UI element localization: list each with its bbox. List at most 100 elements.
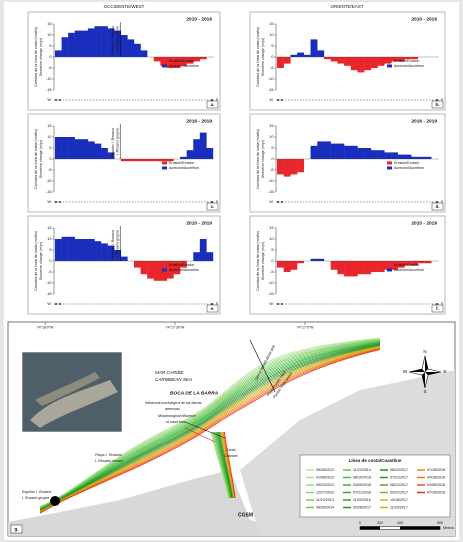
channel-line xyxy=(223,431,236,499)
bar xyxy=(134,261,141,268)
bar xyxy=(303,54,311,57)
coastline xyxy=(39,345,381,512)
x-end: E xyxy=(441,302,444,306)
bar xyxy=(120,35,128,57)
bar xyxy=(68,137,75,159)
bar xyxy=(384,152,392,159)
y-axis-label: Shoreline change (m/yr) xyxy=(261,140,265,178)
bar xyxy=(411,261,419,266)
legend-date: 01/18/2018 xyxy=(427,468,445,472)
channel-line xyxy=(217,431,232,499)
x-dot xyxy=(59,201,61,203)
bar xyxy=(193,252,201,261)
bar xyxy=(391,261,398,270)
legend-swatch xyxy=(162,263,167,267)
coord-label: 74°17'0"W xyxy=(297,325,314,329)
channel-line xyxy=(216,431,232,499)
bar xyxy=(357,148,365,159)
bar xyxy=(114,250,122,261)
x-dot xyxy=(211,303,213,305)
bar xyxy=(127,39,135,57)
y-tick-label: 5 xyxy=(271,248,273,252)
bar xyxy=(81,30,89,57)
bar xyxy=(397,261,405,268)
sand-bars-label: of sand bars xyxy=(166,420,186,424)
bar xyxy=(317,141,325,159)
coastline xyxy=(39,340,381,509)
beach-west-label: Playa I. Rosario xyxy=(95,453,122,457)
y-tick-label: -10 xyxy=(46,179,52,183)
bar xyxy=(55,239,62,261)
x-dot xyxy=(55,201,57,203)
coastline xyxy=(39,338,381,508)
y-tick-label: 0 xyxy=(271,55,273,59)
panel-box xyxy=(431,202,444,211)
y-tick-label: -15 xyxy=(268,190,274,194)
bar xyxy=(330,261,338,270)
pointer xyxy=(184,421,226,439)
coastline xyxy=(39,339,381,508)
legend-date: 07/21/2017 xyxy=(390,475,408,479)
y-tick-label: -5 xyxy=(48,168,51,172)
y-tick-label: 5 xyxy=(271,146,273,150)
legend-date: 09/22/2017 xyxy=(390,490,408,494)
channel-line xyxy=(221,431,235,499)
bar xyxy=(290,261,298,270)
legend-date: 08/10/2015 xyxy=(353,475,371,479)
legend-date: 08/30/2014 xyxy=(316,505,334,509)
y-tick-label: 10 xyxy=(269,33,273,37)
bar xyxy=(74,30,82,57)
legend-date: 03/09/2016 xyxy=(353,483,371,487)
channel-line xyxy=(220,431,234,499)
west-header: OCCIDENTE/WEST xyxy=(104,4,145,9)
bar xyxy=(206,252,214,261)
compass-letter: S xyxy=(423,389,426,394)
coastline xyxy=(39,337,381,507)
bar xyxy=(101,148,108,159)
legend-date: 11/23/2017 xyxy=(390,505,408,509)
y-tick-label: -10 xyxy=(46,281,52,285)
coastline xyxy=(39,342,381,510)
chart-title: 2016 - 2019 xyxy=(411,118,437,124)
bar xyxy=(147,261,154,279)
bar xyxy=(337,143,345,159)
y-tick-label: -15 xyxy=(46,88,52,92)
bar xyxy=(297,52,305,57)
y-tick-label: 5 xyxy=(49,146,51,150)
bar xyxy=(199,57,207,60)
panel-letter: c. xyxy=(211,204,215,209)
legend-label: Erosión/Erosion xyxy=(169,263,194,267)
sea-label: MAR CARIBE xyxy=(155,370,185,375)
bar xyxy=(283,261,291,272)
bar xyxy=(337,57,345,64)
channel-line xyxy=(212,431,230,499)
chart-frame xyxy=(27,215,221,315)
drift-arrow xyxy=(249,339,276,393)
bar xyxy=(81,239,89,261)
coastline xyxy=(39,349,381,514)
coastline xyxy=(39,339,381,509)
y-axis-label: Cambios de la línea de costa (m/año) xyxy=(256,129,260,189)
bar xyxy=(404,57,412,60)
scale-label: 400 xyxy=(397,521,403,525)
aerial-land xyxy=(30,380,118,428)
bar xyxy=(277,261,284,268)
legend-date: 11/10/2013 xyxy=(316,498,334,502)
x-end: E xyxy=(216,302,219,306)
x-start: W xyxy=(47,98,51,102)
bar xyxy=(317,258,325,261)
legend-date: 06/22/2017 xyxy=(390,468,408,472)
groyne-marker xyxy=(50,496,60,506)
channel-label: Canal xyxy=(226,448,236,452)
annotation: Espolón I. Rosario xyxy=(111,230,115,259)
coastline xyxy=(39,344,381,511)
bar xyxy=(107,28,115,57)
annotation: Espolón I. Rosario xyxy=(111,26,115,55)
legend-swatch xyxy=(162,166,167,170)
legend-date: 12/27/2012 xyxy=(316,490,334,494)
bar xyxy=(297,261,305,264)
bar xyxy=(61,236,69,261)
chart-title: 2010 - 2016 xyxy=(186,16,212,22)
legend-box xyxy=(299,454,451,518)
legend-date: 10/18/2017 xyxy=(390,498,408,502)
